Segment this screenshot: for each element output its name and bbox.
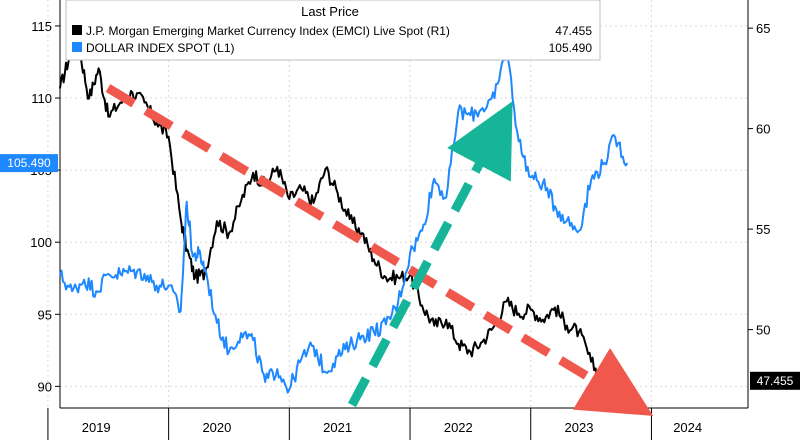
series-line-dollar-index	[59, 46, 629, 394]
left-tick-label-90: 90	[38, 379, 52, 394]
x-tick-label-2020: 2020	[202, 420, 231, 435]
legend-entry-emci: J.P. Morgan Emerging Market Currency Ind…	[86, 24, 450, 38]
right-axis-ticks: 50 55 60 65	[748, 21, 770, 338]
left-tick-label-115: 115	[31, 19, 52, 34]
left-last-value-badge: 105.490	[0, 154, 58, 173]
right-tick-label-65: 65	[756, 21, 770, 36]
x-tick-label-2024: 2024	[673, 420, 702, 435]
left-tick-label-110: 110	[31, 91, 52, 106]
downtrend-arrow	[105, 84, 654, 416]
right-tick-label-50: 50	[756, 323, 770, 338]
legend: Last Price J.P. Morgan Emerging Market C…	[65, 0, 601, 61]
right-last-value-label: 47.455	[757, 374, 794, 388]
series-layer	[59, 44, 629, 401]
series-line-emci	[59, 44, 629, 401]
x-tick-label-2019: 2019	[82, 420, 111, 435]
right-tick-label-60: 60	[756, 122, 770, 137]
legend-value-dxy: 105.490	[549, 41, 593, 55]
legend-entry-dxy: DOLLAR INDEX SPOT (L1)	[86, 41, 235, 55]
left-last-value-label: 105.490	[7, 156, 51, 170]
legend-swatch-dxy	[72, 42, 82, 52]
right-tick-label-55: 55	[756, 222, 770, 237]
legend-value-emci: 47.455	[555, 24, 592, 38]
left-tick-label-100: 100	[30, 235, 52, 250]
x-axis-ticks: 2019 2020 2021 2022 2023 2024	[82, 420, 702, 435]
legend-box	[65, 0, 601, 61]
x-tick-label-2021: 2021	[323, 420, 352, 435]
left-axis-ticks: 9095100105110115	[30, 19, 60, 394]
x-tick-label-2022: 2022	[444, 420, 473, 435]
x-tick-label-2023: 2023	[565, 420, 594, 435]
grid	[47, 0, 748, 408]
uptrend-arrow	[348, 101, 513, 408]
right-last-value-badge: 47.455	[750, 371, 800, 390]
legend-swatch-emci	[72, 25, 82, 35]
legend-title: Last Price	[301, 4, 359, 19]
year-dividers	[47, 408, 652, 440]
left-tick-label-95: 95	[38, 307, 52, 322]
